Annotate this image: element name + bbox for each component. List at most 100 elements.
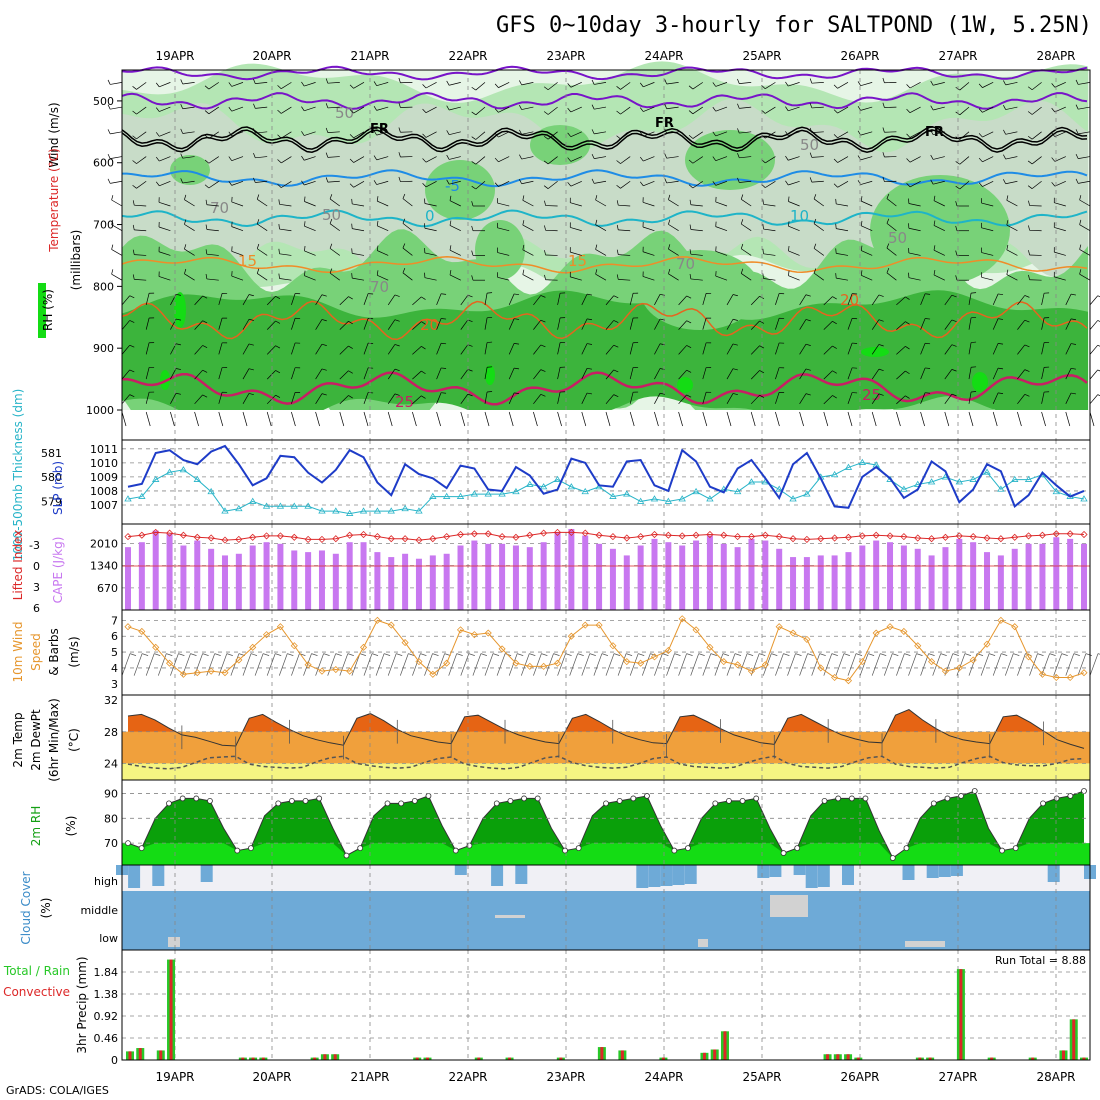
wind10-barb: [944, 653, 954, 676]
wind-barb-flag: [301, 155, 305, 161]
wind-barb-flag: [107, 178, 111, 184]
wind-barb: [231, 156, 244, 161]
wind-barb-flag: [788, 196, 790, 202]
wind-barb: [182, 180, 195, 184]
wind-barb: [871, 368, 880, 380]
li-line-point: [456, 530, 465, 539]
wind-barb: [702, 293, 707, 306]
wind-barb: [629, 293, 634, 305]
wind10-barb-flag: [275, 653, 282, 656]
wind-barb: [475, 156, 486, 165]
wind-barb: [570, 251, 582, 256]
wind10-line-point: [720, 658, 728, 666]
wind-barb-flag: [1024, 344, 1030, 348]
wind-barb: [811, 131, 824, 134]
wind10-barb: [133, 653, 143, 676]
li-line-point: [817, 535, 825, 543]
rh2m-point: [562, 847, 568, 854]
wind-barb: [412, 321, 422, 330]
wind10-barb-flag: [807, 653, 814, 656]
thickness-line-point: [207, 487, 215, 495]
wind-barb: [387, 368, 396, 380]
wind-barb-flag: [129, 394, 135, 398]
wind-barb-flag: [639, 82, 644, 88]
wind-barb: [339, 345, 349, 355]
wind-barb: [595, 199, 607, 207]
wind-barb: [521, 131, 534, 135]
wind-barb: [861, 225, 873, 232]
wind-barb: [944, 344, 953, 355]
wind-barb-flag: [278, 199, 280, 205]
date-axis-bottom: 19APR 20APR 21APR 22APR 23APR 24APR 25APR 26APR…: [155, 1070, 1075, 1084]
wind10-line-point: [706, 643, 714, 651]
wind10-barb-flag: [892, 653, 899, 656]
wind10-barb: [145, 653, 155, 676]
wind-barb: [570, 202, 582, 207]
wind-barb-flag: [398, 176, 401, 182]
wind-barb: [629, 392, 634, 404]
wind-barb: [837, 106, 849, 114]
thickness-line-point: [512, 487, 520, 495]
wind10-barb-flag: [262, 653, 270, 656]
wind-barb: [182, 106, 195, 110]
wind-barb-flag: [446, 105, 450, 111]
wind10-barb: [472, 653, 482, 676]
cape-bar: [651, 538, 658, 610]
pressure-tick-label: 600: [93, 157, 114, 170]
wind-barb: [1017, 344, 1026, 355]
wind10-barb: [908, 653, 917, 676]
wind-barb: [750, 345, 760, 355]
wind-barb: [136, 180, 147, 189]
wind-barb-flag: [277, 109, 282, 114]
thickness-tick-label: 581: [41, 447, 62, 460]
rh2m-point: [903, 845, 910, 851]
wind-barb: [1006, 200, 1018, 207]
wind-barb: [242, 393, 250, 404]
wind-barb: [741, 273, 752, 281]
wind10-barb: [690, 653, 700, 676]
wind-barb-flag: [494, 83, 499, 88]
li-tick-label: 3: [33, 581, 40, 594]
wind-barb-flag: [951, 369, 957, 372]
contour-minus5: [122, 169, 1088, 188]
thickness-line-point: [692, 487, 700, 495]
wind-barb-flag: [421, 346, 426, 350]
wind-barb-flag: [664, 79, 668, 85]
wind-barb-flag: [394, 393, 400, 396]
wind-barb-flag: [586, 318, 593, 321]
wind-barb: [194, 320, 203, 330]
cloud-low-gap: [698, 939, 708, 947]
wind10-barb-flag: [601, 653, 609, 656]
wind-barb-flag: [321, 343, 327, 346]
wind-barb-flag: [277, 85, 282, 89]
wind-barb: [620, 82, 631, 90]
wind10-barb: [617, 653, 627, 676]
wind-barb: [1054, 227, 1066, 232]
rh2m-point: [534, 795, 541, 802]
wind10-line-point: [969, 656, 977, 664]
wind-barb: [702, 342, 707, 355]
wind-barb-flag: [402, 268, 406, 273]
wind10-barb-flag: [783, 653, 790, 656]
wind-barb: [218, 318, 223, 330]
wind-barb: [231, 226, 244, 232]
li-line-point: [512, 533, 520, 541]
wind10-line-point: [429, 670, 437, 678]
wind10-line-point: [443, 659, 451, 667]
wind-barb-flag: [202, 345, 208, 348]
wind-barb-flag: [253, 128, 256, 134]
wind10-barb: [351, 653, 361, 676]
wind-barb-flag: [668, 268, 671, 274]
wind-barb-flag: [878, 294, 884, 297]
wind-barb-flag: [616, 274, 619, 280]
wind-barb: [702, 392, 707, 404]
rh2m-point: [275, 800, 282, 807]
wind-barb-flag: [689, 273, 692, 279]
wind-barb-flag: [202, 394, 208, 398]
upper-air-panel: FRFRFR-501015152020252550505050707070500…: [38, 61, 1100, 441]
wind10-barb: [533, 653, 542, 676]
temp-tick-label: 32: [104, 694, 118, 707]
wind10-barb-flag: [831, 653, 838, 656]
wind-barb: [255, 156, 268, 159]
li-line-point: [124, 533, 132, 541]
